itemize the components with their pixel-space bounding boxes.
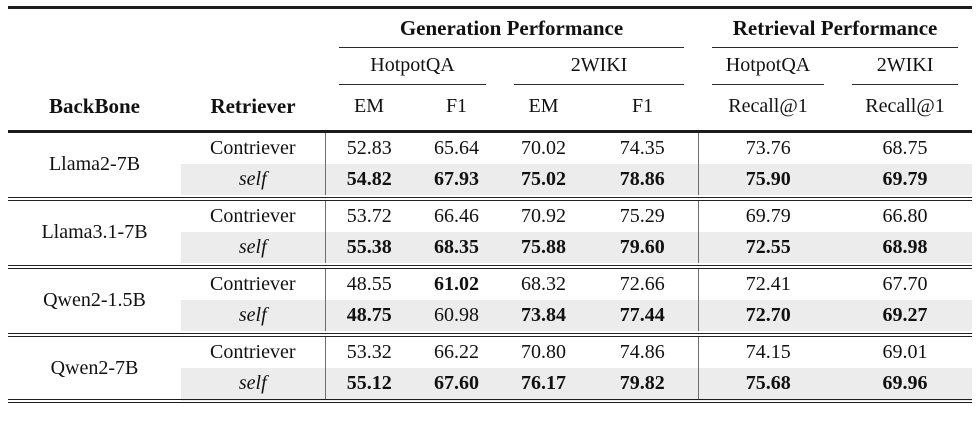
value-cell: 79.82 [587, 368, 699, 401]
value-cell: 72.66 [619, 273, 665, 295]
group-separator [8, 331, 973, 337]
value-cell: 55.12 [324, 368, 413, 401]
group-separator [8, 195, 973, 201]
retrieval-performance-label: Retrieval Performance [712, 16, 959, 48]
header-group-row: Generation Performance Retrieval Perform… [8, 8, 972, 49]
value-cell: 69.96 [838, 368, 973, 401]
retrieval-performance-header: Retrieval Performance [698, 8, 972, 48]
retriever-cell: Contriever [209, 341, 296, 363]
value-cell: 53.32 [324, 335, 413, 368]
ret-2wiki-header: 2WIKI [838, 48, 972, 85]
value-cell: 68.32 [521, 273, 566, 295]
em-column-header: EM [325, 85, 413, 133]
value-cell: 67.60 [413, 368, 500, 401]
value-cell: 48.55 [324, 267, 413, 300]
generation-performance-header: Generation Performance [325, 8, 698, 48]
table-row: Llama2-7B Contriever 52.83 65.64 70.02 7… [8, 131, 972, 175]
retriever-cell: Contriever [209, 205, 296, 227]
value-cell: 75.29 [619, 205, 665, 227]
value-cell: 76.17 [500, 368, 587, 401]
header-metric-row: BackBone Retriever EM F1 EM F1 Recall@1 … [8, 85, 973, 133]
table-row: Qwen2-1.5B Contriever 48.55 61.02 68.32 … [8, 267, 972, 311]
value-cell: 53.72 [324, 199, 413, 232]
value-cell: 69.79 [697, 199, 839, 232]
value-cell: 68.35 [413, 232, 500, 263]
value-cell: 69.01 [882, 341, 928, 363]
ret-hotpotqa-header: HotpotQA [698, 48, 838, 85]
backbone-cell: Qwen2-7B [50, 356, 139, 379]
value-cell: 72.41 [697, 267, 839, 300]
value-cell: 78.86 [587, 164, 699, 195]
recall-column-header: Recall@1 [698, 85, 839, 133]
table-row: self 54.82 67.93 75.02 78.86 75.90 69.79 [8, 164, 973, 195]
value-cell: 72.70 [697, 300, 839, 331]
value-cell: 60.98 [413, 300, 500, 331]
gen-2wiki-header: 2WIKI [500, 48, 698, 85]
value-cell: 55.38 [324, 232, 413, 263]
table-row: self 55.38 68.35 75.88 79.60 72.55 68.98 [8, 232, 973, 263]
value-cell: 72.55 [697, 232, 839, 263]
value-cell: 66.46 [434, 205, 479, 227]
table-row: Llama3.1-7B Contriever 53.72 66.46 70.92… [8, 199, 972, 243]
value-cell: 69.27 [838, 300, 973, 331]
value-cell: 73.76 [697, 131, 839, 164]
retriever-column-header: Retriever [181, 85, 325, 133]
value-cell: 75.90 [697, 164, 839, 195]
retriever-cell: self [181, 164, 325, 195]
retriever-cell: Contriever [209, 273, 296, 295]
value-cell: 70.92 [521, 205, 566, 227]
generation-performance-label: Generation Performance [339, 16, 685, 48]
group-separator [8, 263, 973, 269]
retriever-cell: Contriever [209, 137, 296, 159]
gen-hotpotqa-header: HotpotQA [325, 48, 500, 85]
value-cell: 68.98 [838, 232, 973, 263]
value-cell: 74.35 [619, 137, 665, 159]
header-dataset-row: HotpotQA 2WIKI HotpotQA 2WIKI [8, 48, 972, 85]
value-cell: 73.84 [500, 300, 587, 331]
value-cell: 66.22 [434, 341, 479, 363]
value-cell: 79.60 [587, 232, 699, 263]
value-cell: 68.75 [882, 137, 928, 159]
results-table: Generation Performance Retrieval Perform… [8, 6, 973, 403]
backbone-cell: Llama2-7B [48, 152, 141, 175]
value-cell: 75.68 [697, 368, 839, 401]
value-cell: 75.88 [500, 232, 587, 263]
table-row: Qwen2-7B Contriever 53.32 66.22 70.80 74… [8, 335, 972, 379]
value-cell: 65.64 [434, 137, 479, 159]
header-spacer [8, 8, 325, 49]
value-cell: 75.02 [500, 164, 587, 195]
backbone-cell: Qwen2-1.5B [43, 288, 146, 311]
retriever-cell: self [181, 232, 325, 263]
value-cell: 67.70 [882, 273, 928, 295]
backbone-column-header: BackBone [8, 85, 181, 133]
table-row: self 48.75 60.98 73.84 77.44 72.70 69.27 [8, 300, 973, 331]
value-cell: 70.02 [521, 137, 566, 159]
value-cell: 67.93 [413, 164, 500, 195]
value-cell: 69.79 [838, 164, 973, 195]
value-cell: 66.80 [882, 205, 928, 227]
f1-column-header: F1 [413, 85, 500, 133]
value-cell: 74.15 [697, 335, 839, 368]
retriever-cell: self [181, 368, 325, 401]
header-spacer [8, 48, 325, 85]
value-cell: 61.02 [434, 273, 479, 295]
value-cell: 74.86 [619, 341, 665, 363]
recall-column-header: Recall@1 [838, 85, 973, 133]
value-cell: 52.83 [324, 131, 413, 164]
value-cell: 48.75 [324, 300, 413, 331]
value-cell: 77.44 [587, 300, 699, 331]
table-row: self 55.12 67.60 76.17 79.82 75.68 69.96 [8, 368, 973, 401]
value-cell: 70.80 [521, 341, 566, 363]
em-column-header: EM [500, 85, 587, 133]
paper-table-region: Generation Performance Retrieval Perform… [8, 6, 973, 403]
value-cell: 54.82 [324, 164, 413, 195]
retriever-cell: self [181, 300, 325, 331]
backbone-cell: Llama3.1-7B [41, 220, 148, 243]
f1-column-header: F1 [587, 85, 699, 133]
